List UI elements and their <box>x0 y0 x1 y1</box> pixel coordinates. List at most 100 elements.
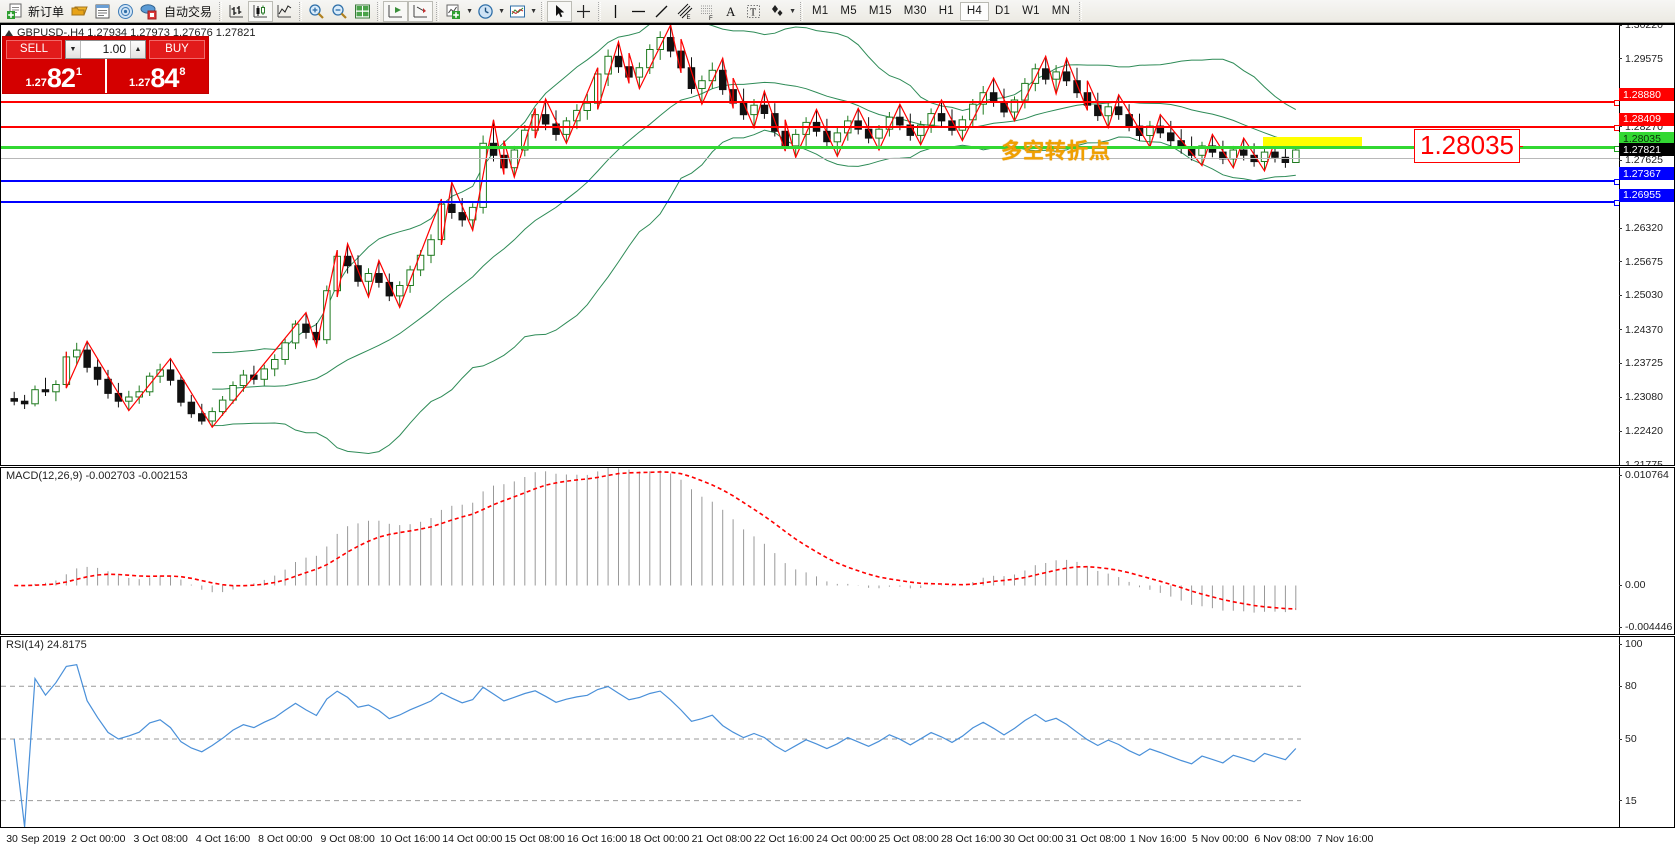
market-watch-icon <box>139 2 158 21</box>
new-order-icon <box>6 2 25 21</box>
buy-button[interactable]: BUY <box>149 39 205 59</box>
macd-title: MACD(12,26,9) -0.002703 -0.002153 <box>6 470 188 482</box>
line-chart-icon <box>275 2 294 21</box>
bar-chart-button[interactable] <box>225 1 248 22</box>
level-line-1.28409[interactable] <box>1 125 1619 131</box>
price-tag-1.27821[interactable]: 1.27821 <box>1619 143 1674 157</box>
macd-pane[interactable]: MACD(12,26,9) -0.002703 -0.002153 0.0107… <box>0 467 1675 635</box>
level-line-1.28035[interactable] <box>1 146 1619 152</box>
templates-button[interactable] <box>506 1 529 22</box>
candlestick-chart-icon <box>251 2 270 21</box>
timeframe-d1[interactable]: D1 <box>995 5 1011 17</box>
sell-price[interactable]: 1.27 82 1 <box>3 59 105 93</box>
bid-price-line <box>1 158 1619 159</box>
timeframe-m5[interactable]: M5 <box>840 5 857 17</box>
svg-text:A: A <box>726 4 736 19</box>
navigator-button[interactable] <box>114 1 137 22</box>
equidistant-channel-button[interactable]: E <box>673 1 696 22</box>
price-tick-1.24370: 1.24370 <box>1619 324 1674 336</box>
macd-plot[interactable] <box>1 468 1619 634</box>
time-label: 10 Oct 16:00 <box>379 833 441 845</box>
price-tag-1.26955[interactable]: 1.26955 <box>1619 188 1674 202</box>
price-tag-1.28035[interactable]: 1.28035 <box>1619 132 1674 146</box>
timeframe-m1[interactable]: M1 <box>812 5 829 17</box>
data-window-button[interactable] <box>91 1 114 22</box>
cursor-button[interactable] <box>547 0 573 22</box>
text-object-button[interactable]: T <box>742 1 765 22</box>
price-tag-1.28409[interactable]: 1.28409 <box>1619 112 1674 126</box>
level-line-1.28880[interactable] <box>1 100 1619 106</box>
timeframe-m15[interactable]: M15 <box>868 5 892 17</box>
text-label-button[interactable]: A <box>719 1 742 22</box>
svg-text:T: T <box>750 7 756 18</box>
candlestick-chart-button[interactable] <box>248 0 274 22</box>
price-tick-1.22420: 1.22420 <box>1619 425 1674 437</box>
level-line-1.26955[interactable] <box>1 200 1619 206</box>
price-axis[interactable]: 1.30220 1.29575 1.28880 1.28409 1.28270 1.280… <box>1619 25 1674 465</box>
horizontal-line-button[interactable] <box>627 1 650 22</box>
period-dropdown[interactable]: ▼ <box>498 7 505 15</box>
period-button[interactable] <box>474 1 497 22</box>
market-watch-button[interactable] <box>137 1 160 22</box>
sell-button[interactable]: SELL <box>6 39 62 59</box>
shapes-dropdown[interactable]: ▼ <box>789 7 796 15</box>
level-line-1.27367[interactable] <box>1 179 1619 185</box>
svg-text:F: F <box>709 16 713 21</box>
main-toolbar: 新订单 <box>0 0 1675 23</box>
buy-price[interactable]: 1.27 84 8 <box>104 59 209 93</box>
auto-trading-button[interactable]: 自动交易 <box>160 1 216 22</box>
zoom-in-button[interactable] <box>305 1 328 22</box>
line-chart-button[interactable] <box>273 1 296 22</box>
collapse-triangle-icon[interactable] <box>5 30 13 36</box>
rsi-title: RSI(14) 24.8175 <box>6 639 87 651</box>
one-click-trading-panel[interactable]: SELL ▼ 1.00 ▲ BUY 1.27 82 1 1.27 84 8 <box>2 36 209 94</box>
timeframe-w1[interactable]: W1 <box>1022 5 1040 17</box>
add-indicator-dropdown[interactable]: ▼ <box>466 7 473 15</box>
macd-tick-0.010764: 0.010764 <box>1619 469 1674 481</box>
folder-button[interactable] <box>68 1 91 22</box>
sell-price-big: 82 <box>46 63 76 94</box>
rsi-pane[interactable]: RSI(14) 24.8175 100 80 50 15 <box>0 636 1675 828</box>
price-callout-label[interactable]: 1.28035 <box>1414 129 1520 163</box>
rsi-plot[interactable] <box>1 637 1619 827</box>
price-tick-1.27625: 1.27625 <box>1619 154 1674 166</box>
tile-windows-button[interactable] <box>351 1 374 22</box>
price-tag-1.27367[interactable]: 1.27367 <box>1619 167 1674 181</box>
auto-scroll-button[interactable] <box>408 0 434 22</box>
crosshair-icon <box>574 2 593 21</box>
timeframe-m30[interactable]: M30 <box>903 5 927 17</box>
time-label: 25 Oct 08:00 <box>878 833 939 845</box>
buy-price-sup: 8 <box>179 66 186 78</box>
volume-stepper[interactable]: ▼ 1.00 ▲ <box>65 39 146 59</box>
sell-price-prefix: 1.27 <box>25 77 47 89</box>
price-tag-1.28880[interactable]: 1.28880 <box>1619 88 1674 102</box>
toolbar-separator <box>598 1 602 21</box>
time-label: 3 Oct 08:00 <box>133 833 188 845</box>
crosshair-button[interactable] <box>572 1 595 22</box>
turning-point-annotation[interactable]: 多空转折点 <box>1001 139 1111 163</box>
price-plot[interactable]: 1.28035 多空转折点 <box>1 25 1619 465</box>
time-label: 4 Oct 16:00 <box>195 833 251 845</box>
price-pane[interactable]: GBPUSD-,H4 1.27934 1.27973 1.27676 1.278… <box>0 24 1675 466</box>
new-order-button[interactable]: 新订单 <box>2 1 68 22</box>
templates-dropdown[interactable]: ▼ <box>530 7 537 15</box>
timeframe-h4[interactable]: H4 <box>959 1 989 21</box>
shapes-button[interactable] <box>765 1 788 22</box>
fibonacci-button[interactable]: F <box>696 1 719 22</box>
volume-input[interactable]: 1.00 <box>102 42 126 56</box>
add-indicator-button[interactable] <box>442 1 465 22</box>
macd-scale-axis[interactable]: 0.010764 0.00 -0.004446 <box>1619 468 1674 634</box>
chart-shift-button[interactable] <box>383 0 409 22</box>
volume-increment-icon[interactable]: ▲ <box>130 40 145 58</box>
rsi-scale-axis[interactable]: 100 80 50 15 <box>1619 637 1674 827</box>
vertical-line-button[interactable] <box>604 1 627 22</box>
time-label: 14 Oct 00:00 <box>442 833 503 845</box>
time-label: 28 Oct 16:00 <box>940 833 1002 845</box>
time-label: 30 Sep 2019 <box>6 833 66 845</box>
timeframe-h1[interactable]: H1 <box>938 5 954 17</box>
time-axis[interactable]: 30 Sep 2019 2 Oct 00:00 3 Oct 08:00 4 Oct 1… <box>0 829 1675 857</box>
timeframe-mn[interactable]: MN <box>1051 5 1071 17</box>
volume-decrement-icon[interactable]: ▼ <box>66 40 81 58</box>
zoom-out-button[interactable] <box>328 1 351 22</box>
trendline-button[interactable] <box>650 1 673 22</box>
